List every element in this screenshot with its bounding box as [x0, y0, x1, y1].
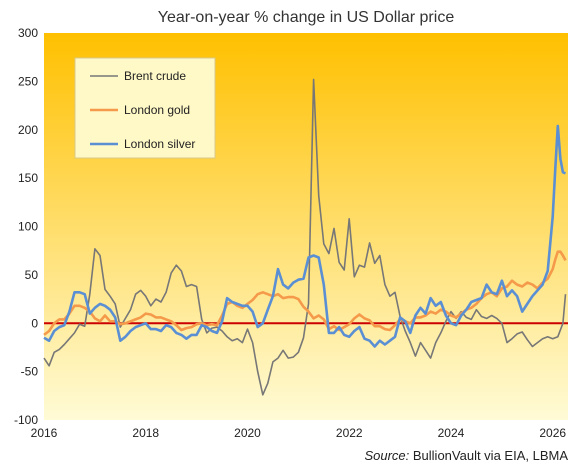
series-line-brent-crude [43, 78, 567, 396]
source-note: Source: BullionVault via EIA, LBMA [364, 448, 568, 463]
x-tick-label: 2024 [438, 426, 465, 440]
source-label: Source: [364, 448, 409, 463]
legend-box [74, 57, 216, 159]
x-tick-label: 2018 [132, 426, 159, 440]
y-tick-label: -50 [21, 365, 39, 379]
x-tick-label: 2022 [336, 426, 363, 440]
y-tick-label: 0 [31, 316, 38, 330]
x-tick-label: 2026 [539, 426, 566, 440]
y-tick-label: 100 [18, 220, 38, 234]
legend-label: London gold [124, 103, 190, 117]
series-line-london-silver [43, 124, 566, 348]
y-tick-label: 150 [18, 171, 38, 185]
series-line-london-gold [43, 250, 567, 336]
y-axis: -100 -50 0 50 100 150 200 250 300 [14, 26, 38, 427]
y-tick-label: -100 [14, 413, 38, 427]
y-tick-label: 200 [18, 123, 38, 137]
legend-label: Brent crude [124, 69, 186, 83]
legend: Brent crude London gold London silver [74, 57, 216, 159]
x-axis: 2016 2018 2020 2022 2024 2026 [31, 426, 567, 440]
y-tick-label: 300 [18, 26, 38, 40]
x-tick-label: 2016 [31, 426, 58, 440]
chart-title: Year-on-year % change in US Dollar price [158, 9, 455, 26]
x-tick-label: 2020 [234, 426, 261, 440]
series-layer [43, 78, 567, 396]
source-text: BullionVault via EIA, LBMA [409, 448, 568, 463]
y-tick-label: 250 [18, 74, 38, 88]
legend-label: London silver [124, 137, 195, 151]
y-tick-label: 50 [25, 268, 39, 282]
